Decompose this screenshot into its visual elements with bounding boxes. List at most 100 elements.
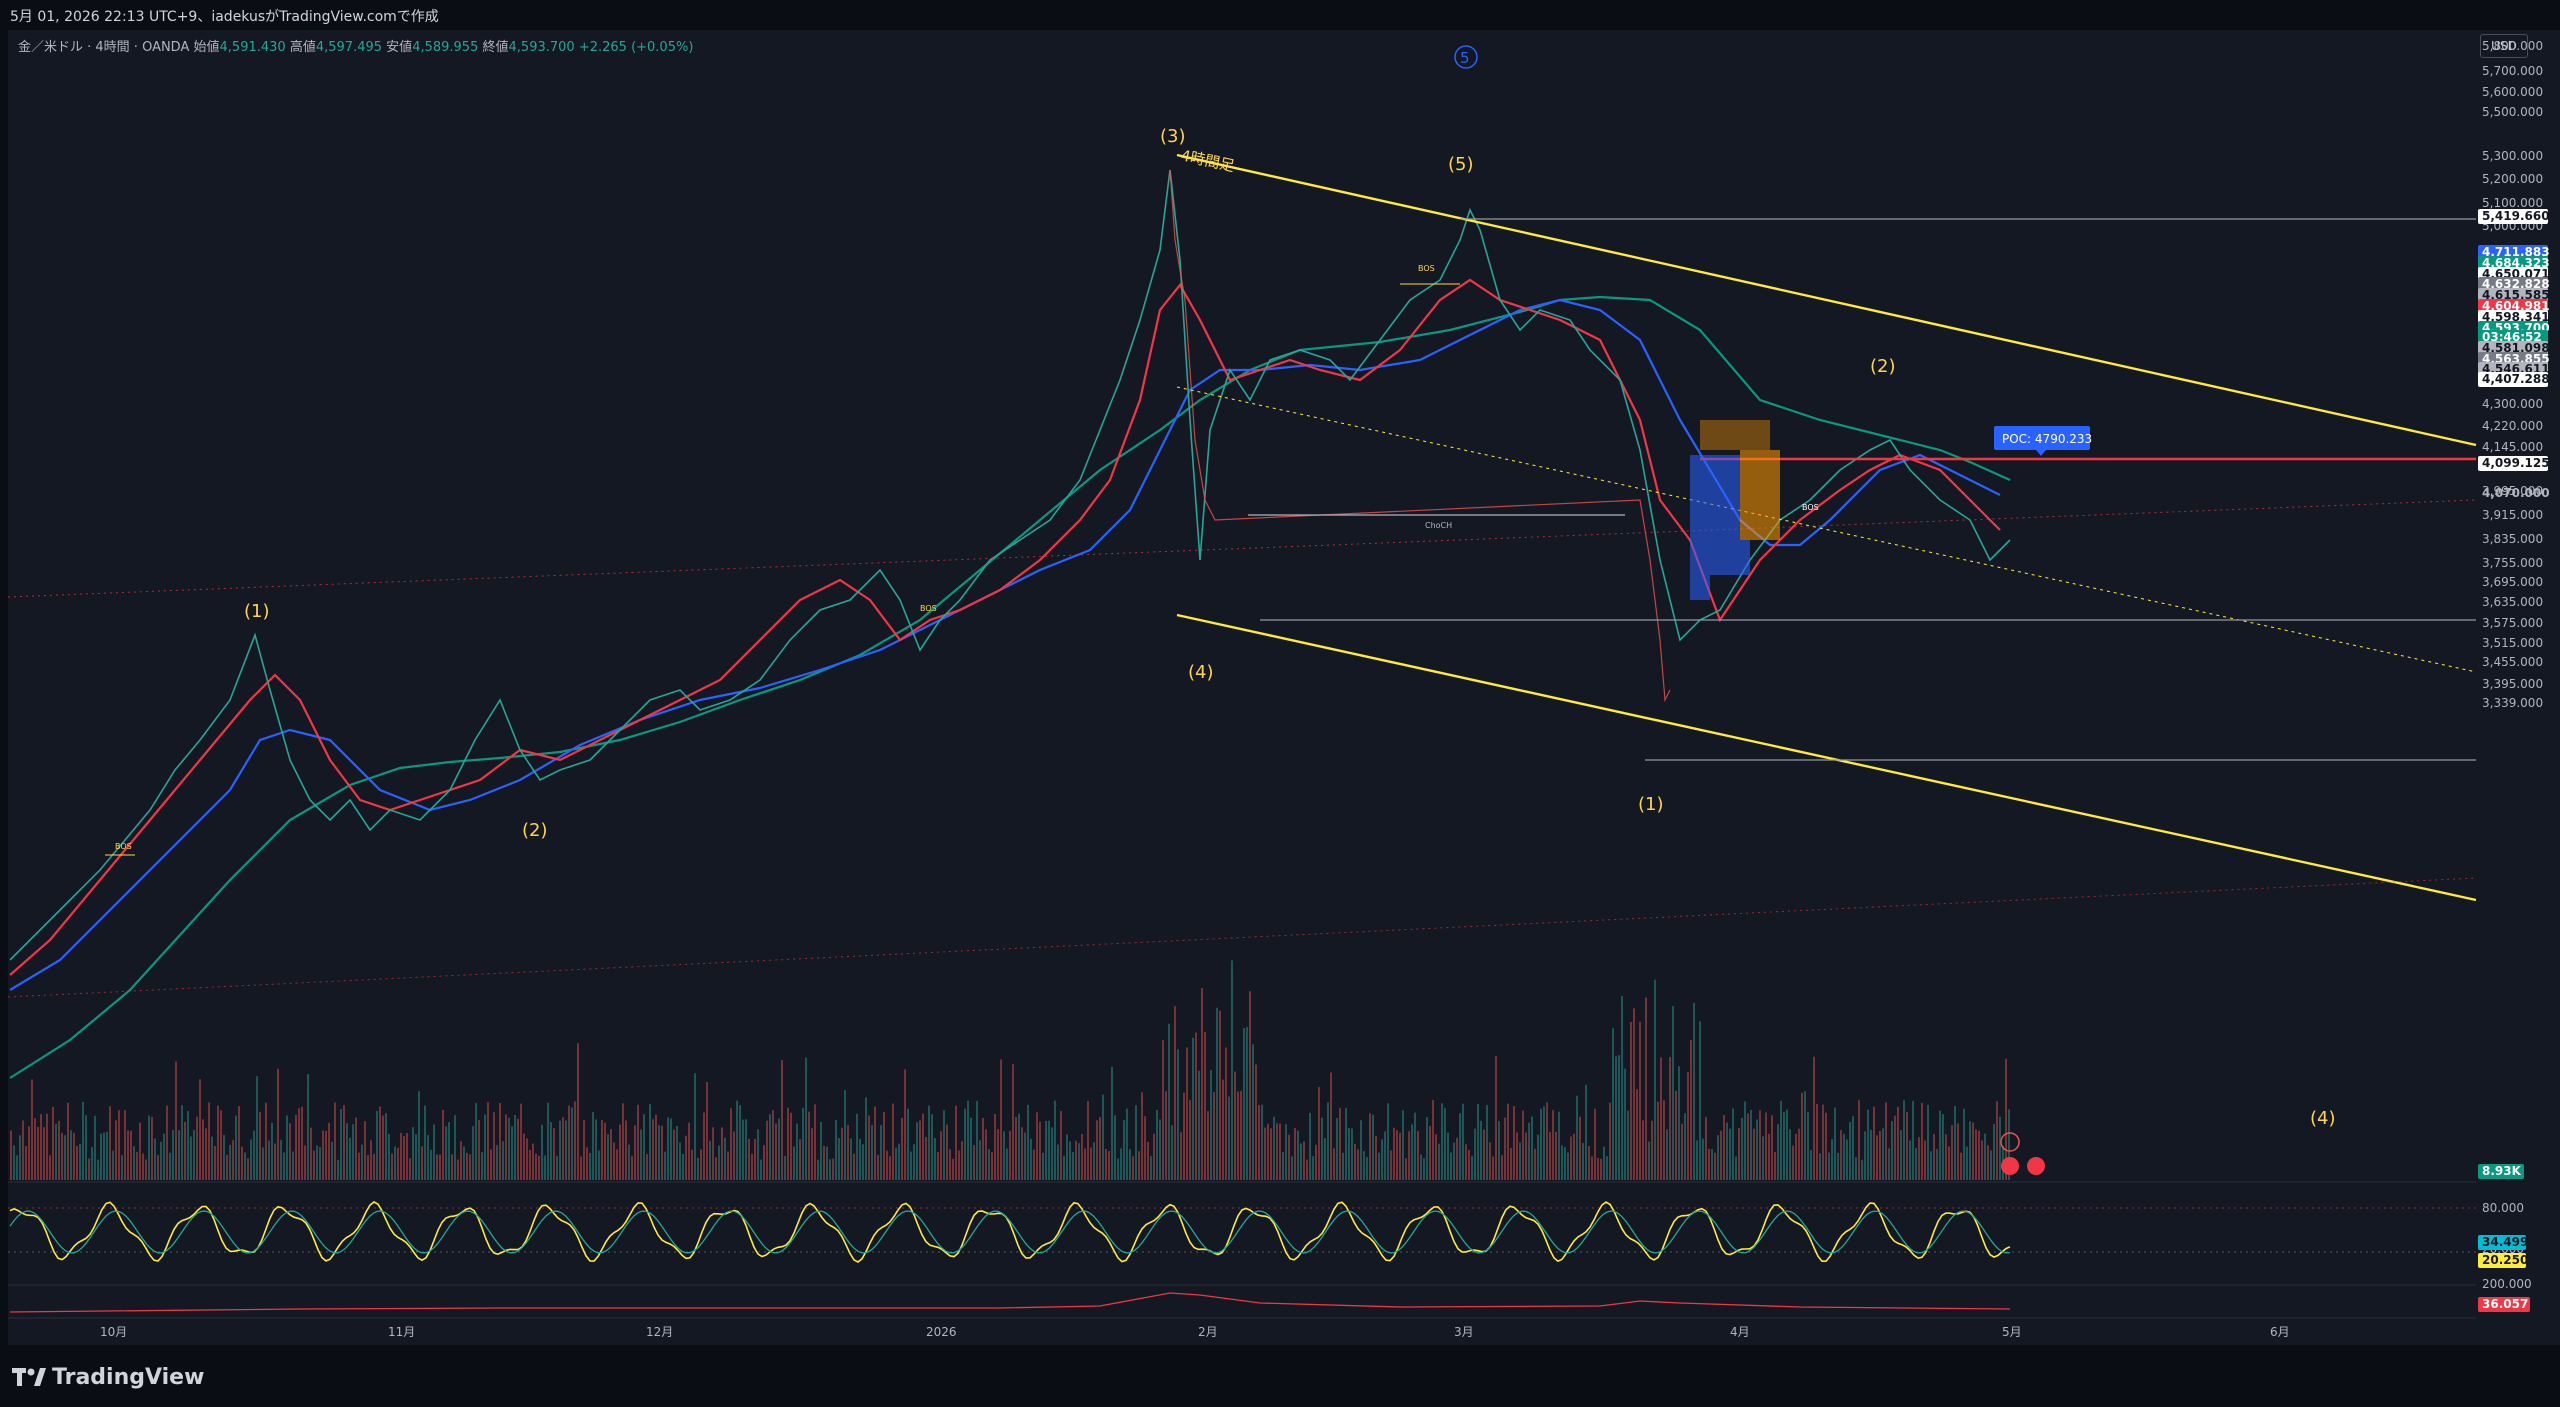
chart-canvas[interactable]: (1) (2) (3) (4) (5) (2) (1) (4) 4時間足 5 B… bbox=[0, 0, 2560, 1345]
volume-bar bbox=[1309, 1112, 1311, 1180]
volume-bar bbox=[1225, 1047, 1227, 1180]
volume-bar bbox=[622, 1103, 624, 1180]
volume-bar bbox=[1420, 1154, 1422, 1180]
volume-bar bbox=[1588, 1145, 1590, 1180]
volume-bar bbox=[13, 1145, 15, 1180]
volume-bar bbox=[1570, 1136, 1572, 1180]
volume-bar bbox=[742, 1119, 744, 1180]
volume-bar bbox=[1267, 1123, 1269, 1180]
volume-bar bbox=[1450, 1152, 1452, 1180]
volume-bar bbox=[1663, 1100, 1665, 1180]
volume-bar bbox=[175, 1061, 177, 1180]
volume-bar bbox=[358, 1152, 360, 1180]
volume-bar bbox=[871, 1125, 873, 1180]
volume-bar bbox=[1666, 1129, 1668, 1180]
volume-bar bbox=[1627, 1110, 1629, 1180]
volume-bar bbox=[313, 1150, 315, 1180]
volume-bar bbox=[409, 1158, 411, 1180]
price-tick: 5,200.000 bbox=[2482, 172, 2543, 186]
price-tick: 3,995.000 bbox=[2482, 484, 2543, 498]
ma-blue-line bbox=[9, 298, 2001, 991]
volume-bar bbox=[457, 1159, 459, 1180]
volume-bar bbox=[1441, 1103, 1443, 1180]
volume-bar bbox=[1294, 1127, 1296, 1180]
volume-bar bbox=[955, 1105, 957, 1180]
price-tick: 3,635.000 bbox=[2482, 595, 2543, 609]
volume-bar bbox=[1942, 1114, 1944, 1180]
channel-upper bbox=[1176, 153, 2477, 447]
volume-bar bbox=[1585, 1084, 1587, 1180]
volume-bar bbox=[274, 1143, 276, 1180]
chart-area[interactable] bbox=[8, 30, 2476, 1345]
volume-bar bbox=[1282, 1152, 1284, 1180]
volume-bar bbox=[1936, 1148, 1938, 1180]
volume-bar bbox=[1132, 1156, 1134, 1180]
volume-bar bbox=[1603, 1146, 1605, 1180]
volume-bar bbox=[187, 1111, 189, 1180]
volume-bar bbox=[1684, 1113, 1686, 1180]
volume-bar bbox=[1675, 1090, 1677, 1180]
volume-bar bbox=[1306, 1159, 1308, 1180]
volume-bar bbox=[1363, 1151, 1365, 1180]
event-icon-1[interactable] bbox=[2000, 1132, 2020, 1152]
volume-bar bbox=[1015, 1116, 1017, 1180]
volume-bar bbox=[1234, 1071, 1236, 1180]
volume-bar bbox=[592, 1111, 594, 1180]
price-tick: 3,755.000 bbox=[2482, 556, 2543, 570]
volume-bar bbox=[10, 1130, 12, 1180]
volume-bar bbox=[1372, 1114, 1374, 1180]
volume-bar bbox=[445, 1126, 447, 1180]
volume-bar bbox=[1888, 1148, 1890, 1180]
volume-bar bbox=[1552, 1110, 1554, 1180]
volume-bar bbox=[325, 1130, 327, 1180]
currency-button[interactable]: USD bbox=[2480, 34, 2528, 58]
volume-bar bbox=[1792, 1145, 1794, 1180]
volume-bar bbox=[460, 1141, 462, 1180]
flag-icon-2[interactable] bbox=[2027, 1157, 2045, 1175]
volume-bar bbox=[1126, 1108, 1128, 1180]
volume-bar bbox=[184, 1121, 186, 1180]
volume-bar bbox=[286, 1115, 288, 1180]
volume-bar bbox=[1270, 1128, 1272, 1180]
volume-bar bbox=[1315, 1144, 1317, 1180]
volume-bar bbox=[1075, 1140, 1077, 1180]
volume-bar bbox=[1525, 1132, 1527, 1180]
volume-bar bbox=[1222, 1079, 1224, 1180]
volume-bar bbox=[601, 1119, 603, 1180]
lower-pane-tick: 200.000 bbox=[2482, 1277, 2532, 1291]
volume-bar bbox=[1180, 1132, 1182, 1180]
time-axis[interactable]: 10月 11月 12月 2026 2月 3月 4月 5月 6月 bbox=[8, 1318, 2476, 1345]
volume-bar bbox=[1897, 1107, 1899, 1180]
volume-bar bbox=[964, 1108, 966, 1180]
volume-bar bbox=[1660, 1057, 1662, 1180]
volume-bar bbox=[1177, 1049, 1179, 1180]
flag-icon-1[interactable] bbox=[2001, 1157, 2019, 1175]
volume-bar bbox=[58, 1120, 60, 1180]
low-value: 4,589.955 bbox=[412, 40, 479, 55]
volume-bar bbox=[1759, 1110, 1761, 1180]
volume-bar bbox=[1390, 1150, 1392, 1180]
circled-wave-label: 5 bbox=[1460, 49, 1470, 67]
trend-dotted-lower bbox=[7, 877, 2477, 998]
volume-bar bbox=[1912, 1100, 1914, 1180]
bos-label-3: BOS bbox=[1418, 264, 1435, 273]
volume-bar bbox=[1402, 1110, 1404, 1180]
volume-bar bbox=[1669, 1056, 1671, 1180]
volume-bar bbox=[1054, 1100, 1056, 1180]
volume-bar bbox=[1636, 1089, 1638, 1180]
volume-bar bbox=[1540, 1108, 1542, 1180]
volume-bar bbox=[1405, 1158, 1407, 1180]
volume-bar bbox=[1042, 1152, 1044, 1180]
symbol-name[interactable]: 金／米ドル · 4時間 · OANDA bbox=[18, 40, 190, 55]
tradingview-logo[interactable]: TradingView bbox=[12, 1362, 204, 1392]
volume-bar bbox=[1081, 1134, 1083, 1180]
volume-bar bbox=[112, 1150, 114, 1180]
volume-bar bbox=[961, 1141, 963, 1180]
volume-bar bbox=[1027, 1104, 1029, 1180]
volume-bar bbox=[838, 1137, 840, 1180]
volume-bar bbox=[1801, 1092, 1803, 1180]
volume-bar bbox=[418, 1091, 420, 1180]
volume-bar bbox=[1207, 1111, 1209, 1180]
volume-bar bbox=[124, 1110, 126, 1180]
volume-bar bbox=[1828, 1152, 1830, 1180]
